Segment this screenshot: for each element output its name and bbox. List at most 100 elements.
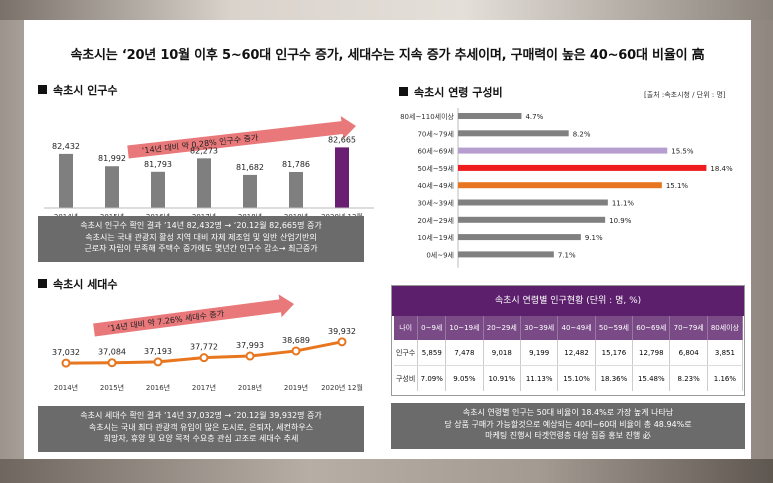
population-x-label: 2016년 bbox=[146, 212, 170, 218]
table-header-cell: 나이 bbox=[394, 316, 419, 340]
table-header-cell: 40~49세 bbox=[557, 316, 596, 340]
table-row: 구성비 7.09% 9.05% 10.91% 11.13% 15.10% 18.… bbox=[394, 365, 744, 391]
table-cell: 5,859 bbox=[417, 340, 447, 366]
age-bar bbox=[458, 164, 707, 171]
households-x-label: 2017년 bbox=[192, 383, 216, 392]
households-value-label: 38,689 bbox=[282, 336, 310, 345]
age-value-label: 9.1% bbox=[585, 234, 603, 242]
age-heading-text: 속초시 연령 구성비 bbox=[414, 86, 503, 99]
population-summary-line: 근로자 자립이 부족해 주택수 증가에도 몇년간 인구수 감소→ 최근증가 bbox=[84, 244, 318, 253]
age-summary-box: 속초시 연령별 인구는 50대 비율이 18.4%로 가장 높게 나타남 당 상… bbox=[391, 403, 745, 449]
population-value-label: 82,432 bbox=[52, 142, 80, 151]
arrow-shape bbox=[93, 294, 295, 337]
age-value-label: 18.4% bbox=[710, 165, 733, 173]
households-point bbox=[291, 346, 301, 356]
population-value-label: 81,682 bbox=[236, 163, 264, 172]
households-heading-text: 속초시 세대수 bbox=[53, 278, 118, 291]
table-row-label: 구성비 bbox=[394, 365, 419, 391]
age-bar bbox=[458, 199, 608, 206]
age-bar bbox=[458, 147, 668, 154]
age-category-label: 30세~39세 bbox=[417, 199, 454, 208]
table-cell: 10.91% bbox=[483, 365, 521, 391]
households-value-label: 39,932 bbox=[328, 327, 356, 336]
age-bar bbox=[458, 182, 662, 189]
households-summary-line: 희망자, 휴양 및 요양 목적 수요층 관심 고조로 세대수 추세 bbox=[103, 434, 299, 443]
age-bar bbox=[458, 216, 606, 223]
households-value-label: 37,772 bbox=[190, 343, 218, 352]
age-value-label: 15.5% bbox=[671, 148, 694, 156]
age-table-box: 속초시 연령별 인구현황 (단위 : 명, %) 나이 0~9세 10~19세 … bbox=[391, 285, 745, 396]
age-category-label: 80세~110세이상 bbox=[400, 112, 454, 121]
age-horizontal-bar-chart: 80세~110세이상 4.7% 70세~79세 8.2% 60세~69세 15.5% 50세… bbox=[400, 108, 733, 268]
population-bar bbox=[105, 166, 119, 208]
households-summary-box: 속초시 세대수 확인 결과 ‘14년 37,032명 → ‘20.12월 39,… bbox=[38, 406, 364, 452]
page-title: 속초시는 ‘20년 10월 이후 5~60대 인구수 증가, 세대수는 지속 증… bbox=[70, 48, 705, 63]
population-bar bbox=[335, 147, 349, 208]
table-cell: 1.16% bbox=[707, 365, 744, 391]
age-value-label: 8.2% bbox=[573, 130, 591, 138]
households-point bbox=[107, 358, 117, 368]
table-cell: 9,199 bbox=[520, 340, 559, 366]
age-bar bbox=[458, 234, 581, 241]
age-population-table: 나이 0~9세 10~19세 20~29세 30~39세 40~49세 50~5… bbox=[394, 316, 744, 391]
population-x-label: 2017년 bbox=[192, 212, 216, 218]
age-summary-line: 속초시 연령별 인구는 50대 비율이 18.4%로 가장 높게 나타남 bbox=[462, 408, 674, 417]
age-category-label: 40세~49세 bbox=[417, 181, 454, 190]
population-summary-line: 속초시 인구수 확인 결과 ‘14년 82,432명 → ‘20.12월 82,… bbox=[80, 221, 322, 230]
table-row: 인구수 5,859 7,478 9,018 9,199 12,482 15,17… bbox=[394, 340, 744, 366]
age-category-label: 70세~79세 bbox=[417, 129, 454, 138]
households-value-label: 37,993 bbox=[236, 341, 264, 350]
age-summary-line: 마케팅 진행시 타겟연령층 대상 집중 홍보 진행 必 bbox=[485, 431, 651, 440]
table-header-cell: 10~19세 bbox=[445, 316, 484, 340]
arrow-shape bbox=[127, 116, 357, 159]
population-value-label: 82,273 bbox=[190, 146, 218, 155]
age-category-label: 10세~19세 bbox=[417, 233, 454, 242]
population-value-label: 81,793 bbox=[144, 160, 172, 169]
population-bar-chart: ‘14년 대비 약 0.28% 인구수 증가 82,432 2014년 81,992 2… bbox=[44, 116, 374, 218]
age-value-label: 11.1% bbox=[612, 200, 635, 208]
households-value-label: 37,032 bbox=[52, 348, 80, 357]
population-x-label: 2019년 bbox=[284, 212, 308, 218]
age-value-label: 7.1% bbox=[558, 251, 576, 259]
table-header-cell: 70~79세 bbox=[669, 316, 708, 340]
source-note: [출처 :속초시청 / 단위 : 명] bbox=[644, 91, 726, 99]
background-bottom bbox=[0, 459, 773, 483]
population-bar bbox=[289, 171, 303, 208]
households-point bbox=[199, 353, 209, 363]
population-value-label: 82,665 bbox=[328, 135, 356, 144]
trend-arrow: ‘14년 대비 약 0.28% 인구수 증가 bbox=[127, 116, 357, 159]
table-cell: 15.48% bbox=[632, 365, 671, 391]
table-header-cell: 30~39세 bbox=[520, 316, 559, 340]
population-x-label: 2014년 bbox=[54, 212, 78, 218]
table-cell: 12,482 bbox=[557, 340, 596, 366]
population-bar bbox=[197, 158, 211, 208]
households-x-label: 2015년 bbox=[100, 383, 124, 392]
population-bar bbox=[59, 153, 73, 208]
households-x-label: 2016년 bbox=[146, 383, 170, 392]
table-header-cell: 50~59세 bbox=[595, 316, 634, 340]
population-summary-line: 속초시는 국내 관광지 활성 지역 대비 자체 제조업 및 일반 산업기반의 bbox=[85, 232, 317, 242]
table-header-cell: 80세이상 bbox=[707, 316, 744, 340]
age-category-label: 0세~9세 bbox=[426, 250, 454, 259]
age-value-label: 4.7% bbox=[525, 113, 543, 121]
population-summary-box: 속초시 인구수 확인 결과 ‘14년 82,432명 → ‘20.12월 82,… bbox=[38, 216, 364, 262]
table-cell: 12,798 bbox=[632, 340, 671, 366]
population-bar bbox=[151, 171, 165, 208]
population-x-label: 2020년 12월 bbox=[321, 212, 363, 218]
households-point bbox=[153, 357, 163, 367]
table-cell: 9.05% bbox=[445, 365, 484, 391]
households-x-label: 2014년 bbox=[54, 383, 78, 392]
age-bar bbox=[458, 113, 522, 119]
table-title: 속초시 연령별 인구현황 (단위 : 명, %) bbox=[392, 286, 744, 316]
table-header-row: 나이 0~9세 10~19세 20~29세 30~39세 40~49세 50~5… bbox=[394, 316, 744, 340]
households-line-chart: ‘14년 대비 약 7.26% 세대수 증가 37,032 2014년 37,084 2… bbox=[52, 294, 363, 392]
age-category-label: 60세~69세 bbox=[417, 147, 454, 156]
households-point bbox=[61, 358, 71, 368]
table-header-cell: 20~29세 bbox=[483, 316, 521, 340]
households-summary-line: 속초시는 국내 최다 관광객 유입이 많은 도시로, 은퇴자, 세컨하우스 bbox=[88, 422, 314, 432]
square-bullet-icon bbox=[38, 279, 47, 288]
households-heading: 속초시 세대수 bbox=[38, 276, 118, 292]
square-bullet-icon bbox=[399, 87, 408, 96]
population-value-label: 81,992 bbox=[98, 154, 126, 163]
table-cell: 7,478 bbox=[445, 340, 484, 366]
